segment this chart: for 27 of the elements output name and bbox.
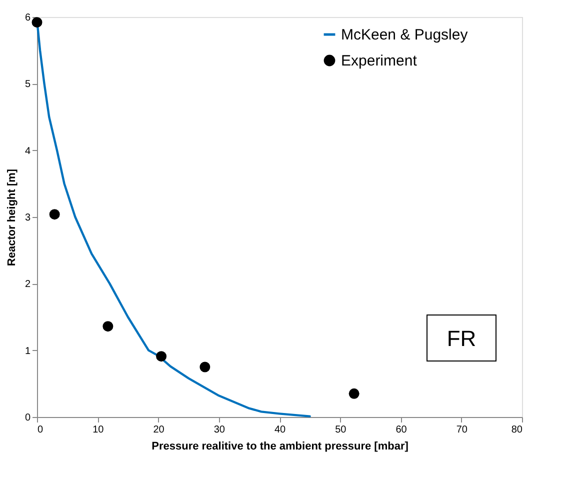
x-tick-label: 50 (335, 424, 347, 436)
x-tick-label: 60 (396, 424, 408, 436)
point (49, 209, 60, 220)
legend-label: McKeen & Pugsley (341, 26, 468, 44)
point (348, 388, 360, 399)
point (102, 321, 114, 332)
x-tick-label: 80 (511, 424, 523, 436)
y-tick-label: 4 (24, 146, 31, 157)
point (200, 362, 210, 372)
x-axis-title: Pressure realitive to the ambient pressure [mbar] (152, 440, 409, 452)
y-tick-label: 2 (24, 279, 31, 290)
y-tick-label: 5 (24, 79, 31, 90)
y-tick-label: 1 (24, 346, 31, 357)
x-tick-label: 40 (274, 424, 286, 436)
x-tick-label: 0 (38, 424, 44, 436)
y-tick-label: 3 (24, 212, 31, 224)
x-tick-label: 70 (456, 424, 468, 436)
x-tick-label: 20 (153, 424, 165, 436)
x-tick-label: 30 (214, 424, 226, 436)
y-tick-label: 0 (24, 412, 31, 424)
point (32, 17, 42, 28)
y-axis-title: Reactor height [m] (6, 168, 18, 266)
x-tick-label: 10 (92, 424, 104, 436)
annotation: FR (446, 326, 476, 351)
legend-label: Experiment (341, 52, 418, 70)
y-tick-label: 6 (24, 12, 31, 24)
point (156, 351, 167, 362)
